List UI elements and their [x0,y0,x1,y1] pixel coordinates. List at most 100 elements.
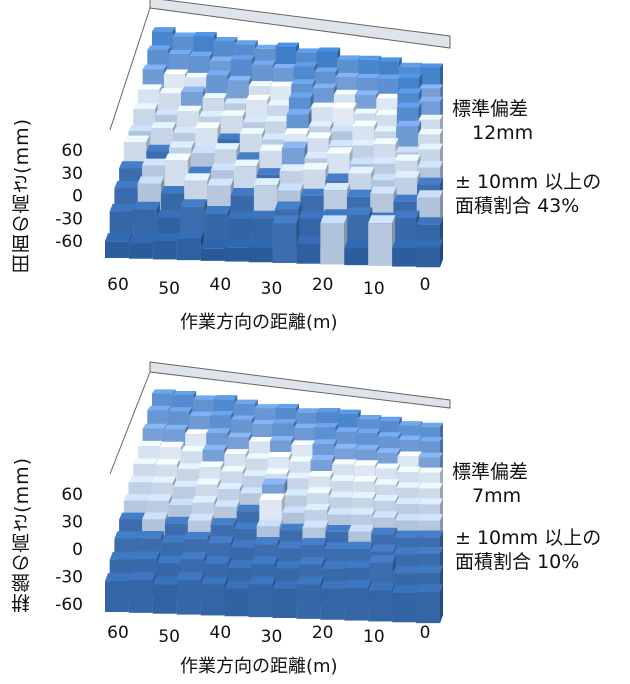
bar-top [281,506,308,513]
bar [204,206,231,244]
bar-top [312,439,337,445]
bar-top [133,103,159,109]
bar-front [296,243,321,264]
bar [344,240,372,266]
bar-top [210,56,234,61]
bar-top [314,422,339,428]
z-tick-label: 60 [61,141,83,161]
bar-top [417,498,443,505]
bar-top [376,448,401,454]
bar-front [152,241,177,260]
bar-top [371,527,398,535]
bar-top [330,125,356,132]
bar-top [242,116,268,123]
bar-top [168,498,195,506]
z-tick-label: 30 [61,164,83,184]
bar-top [239,128,265,135]
bar-top [310,102,336,108]
bar-top [270,81,295,87]
bar-front [296,584,321,619]
bar-front [248,584,273,618]
bar-top [119,161,146,169]
bar-top [248,437,274,442]
bar-top [274,201,302,210]
std-label: 標準偏差 [452,98,529,120]
bar-top [227,75,252,81]
bar-top [291,79,316,85]
bar-top [128,572,156,581]
bar-top [193,32,217,37]
bar-top [155,109,181,115]
bar-top [355,444,380,450]
x-tick-label: 50 [158,279,180,299]
bar-top [279,164,306,171]
chart-frame [109,361,451,475]
x-tick-label: 0 [420,623,431,643]
z-tick-label: 0 [72,540,83,560]
bar-top [207,536,234,544]
bar-top [147,405,172,411]
bar-top [181,86,206,92]
bar-group [105,389,443,624]
bar-top [417,530,443,538]
bar-front [224,247,249,262]
bar-top [173,480,199,487]
bar-top [304,503,331,511]
bar [105,573,132,612]
bar-top [320,580,348,589]
bar-top [109,552,137,560]
bar-top [372,511,398,518]
y-axis-label: 田面の高さ(mm) [11,118,33,274]
bar-top [375,109,400,115]
bar-top [346,189,374,197]
chart-panel-paddy-surface: 60 30 0 -30 -60 60 50 40 30 20 10 0 田面の高さ(mm) 標準偏差 … [11,0,601,333]
bar-top [312,83,337,89]
z-tick-label: 0 [72,187,83,207]
bar-top [233,159,260,167]
bar-top [284,128,310,135]
bar-top [417,514,443,521]
bar [296,576,324,619]
bar-front [152,584,177,614]
bar-top [308,470,334,477]
bar-top [217,483,243,490]
bar-top [233,522,260,530]
bar-top [155,458,181,465]
back-wall [149,0,451,49]
bar-top [160,185,188,194]
bar-top [274,560,302,569]
x-tick-label: 20 [312,275,334,295]
bar-front [392,248,417,267]
bar-top [293,62,318,67]
bar-top [323,542,350,550]
z-tick-label: -60 [55,595,83,615]
std-value: 7mm [472,485,522,507]
bar-top [227,211,255,219]
bar-top [163,424,189,430]
bar-top [133,551,160,560]
bar-top [378,57,402,62]
bar-top [200,576,228,585]
bar [227,211,255,245]
bar-front [128,580,153,613]
bar-top [119,512,146,520]
bar-top [418,452,443,458]
side-wall-edge [109,7,151,131]
bar-top [323,182,350,191]
bar-front [133,209,157,241]
bar-top [396,102,422,108]
bar-top [394,154,421,161]
bar-top [123,494,150,501]
area-value: 43% [537,195,580,217]
stats-std: 標準偏差 12mm [452,97,533,145]
bar-top [172,390,197,395]
bar-top [398,62,423,67]
std-label: 標準偏差 [452,461,529,483]
bar-top [286,472,312,479]
bar-top [308,121,334,127]
bar-top [210,518,237,525]
bar-top [296,48,320,53]
bar-top [262,133,288,140]
bar-top [176,572,204,581]
bar-front [368,223,393,266]
